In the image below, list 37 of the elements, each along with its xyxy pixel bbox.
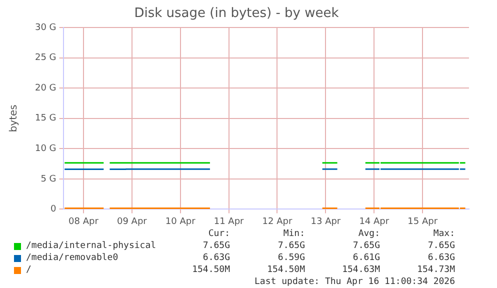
y-tick-label: 0 (50, 204, 57, 215)
text: 6.59G (276, 253, 305, 263)
text: 6.63G (426, 253, 455, 263)
text: 6.63G (202, 253, 230, 263)
y-axis-title: bytes (8, 104, 20, 132)
x-tick-label: 13 Apr (310, 216, 341, 227)
x-tick-label: 14 Apr (359, 216, 390, 227)
text: 154.50M (266, 265, 305, 275)
x-tick-label: 08 Apr (68, 216, 99, 227)
legend-label: /media/removable0 (26, 253, 118, 263)
y-tick-label: 20 G (34, 83, 56, 94)
legend-label: / (26, 265, 32, 275)
x-tick-label: 10 Apr (165, 216, 196, 227)
y-tick-label: 5 G (40, 174, 56, 184)
x-tick-label: 09 Apr (116, 216, 148, 227)
y-tick-label: 25 G (34, 53, 56, 64)
text: 7.65G (426, 241, 455, 251)
chart-title: Disk usage (in bytes) - by week (134, 6, 340, 22)
x-tick-label: 12 Apr (262, 216, 292, 227)
text: 7.65G (352, 241, 380, 251)
text: 6.61G (352, 253, 380, 263)
legend-label: /media/internal-physical (26, 241, 156, 251)
y-tick-label: 30 G (34, 22, 56, 33)
text: 154.73M (416, 265, 455, 275)
text: 154.50M (191, 265, 230, 275)
text: Avg: (357, 229, 380, 239)
text: Max: (432, 229, 455, 239)
y-tick-label: 10 G (34, 144, 56, 154)
text: 154.63M (341, 265, 380, 275)
text: Min: (282, 229, 305, 239)
text: Cur: (207, 229, 230, 239)
text: Last update: Thu Apr 16 11:00:34 2026 (254, 277, 455, 287)
x-tick-label: 15 Apr (408, 216, 438, 227)
text: 7.65G (276, 241, 305, 251)
y-tick-label: 15 G (34, 114, 56, 124)
x-tick-label: 11 Apr (214, 216, 244, 227)
text: 7.65G (202, 241, 230, 251)
